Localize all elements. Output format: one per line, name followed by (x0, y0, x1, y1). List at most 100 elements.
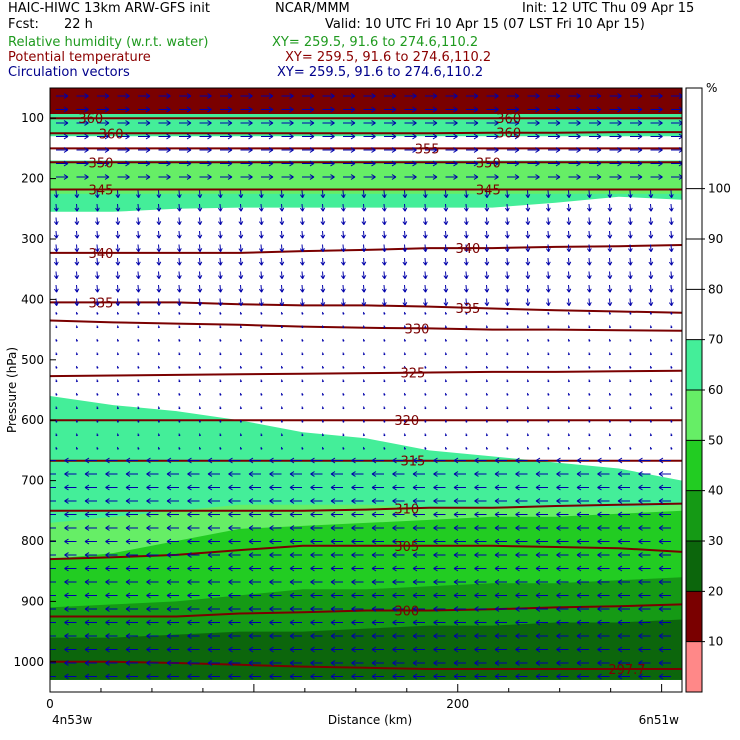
vector-head (340, 288, 346, 293)
vector-shaft (568, 230, 570, 239)
vector-head (342, 367, 345, 369)
vector-shaft (76, 298, 78, 306)
vector-head (412, 93, 417, 99)
vector-head (115, 288, 121, 293)
vector-head (145, 106, 151, 113)
vector-head (638, 579, 643, 585)
vector-head (217, 207, 223, 212)
x-axis-label: Distance (km) (328, 713, 412, 727)
vector-head (658, 174, 663, 180)
vector-shaft (158, 217, 160, 225)
vector-head (402, 248, 408, 252)
vector-shaft (117, 230, 119, 239)
vector-head (115, 194, 121, 198)
vector-shaft (301, 271, 304, 279)
vector-shaft (650, 203, 652, 212)
vector-head (453, 457, 459, 464)
vector-head (207, 120, 212, 126)
vector-head (309, 174, 315, 180)
vector-shaft (506, 190, 509, 198)
vector-head (627, 234, 633, 239)
vector-head (125, 619, 131, 626)
theta-contour-8 (50, 369, 682, 378)
vector-head (239, 340, 242, 342)
vector-head (506, 394, 509, 396)
vector-head (299, 248, 305, 252)
vector-shaft (178, 284, 181, 293)
vector-head (463, 288, 469, 293)
vector-head (105, 471, 110, 477)
vector-shaft (76, 203, 78, 212)
vector-head (556, 498, 561, 504)
vector-head (412, 484, 418, 491)
vector-shaft (260, 230, 263, 239)
vector-shaft (281, 271, 283, 279)
vector-head (597, 498, 602, 504)
vector-shaft (281, 244, 283, 252)
vector-head (494, 619, 500, 626)
vector-head (473, 160, 479, 167)
vector-head (371, 120, 376, 126)
vector-head (239, 380, 242, 383)
vector-head (392, 660, 397, 666)
theta-contour-label: 345 (476, 183, 501, 198)
vector-head (432, 147, 438, 153)
vector-shaft (322, 257, 324, 266)
vector-head (105, 498, 110, 504)
vector-head (556, 471, 561, 477)
vector-head (361, 302, 367, 306)
vector-head (115, 207, 121, 212)
vector-shaft (650, 244, 652, 252)
vector-head (361, 207, 367, 212)
vector-head (638, 660, 643, 666)
vector-head (443, 302, 449, 306)
vector-shaft (445, 284, 447, 293)
vector-head (289, 457, 295, 464)
vector-shaft (55, 190, 58, 198)
vector-head (64, 457, 69, 464)
vector-head (403, 353, 406, 356)
vector-head (424, 380, 427, 383)
vector-head (44, 539, 48, 544)
vector-shaft (301, 203, 304, 212)
vector-head (668, 248, 674, 252)
vector-head (362, 448, 365, 450)
vector-head (597, 457, 602, 464)
vector-head (484, 288, 490, 293)
vector-head (96, 313, 99, 315)
vector-head (53, 261, 59, 266)
vector-head (444, 407, 447, 410)
vector-head (228, 565, 233, 572)
vector-shaft (506, 217, 509, 225)
vector-head (586, 302, 592, 306)
vector-head (371, 579, 377, 585)
vector-shaft (55, 230, 58, 239)
vector-head (44, 566, 48, 571)
vector-shaft (55, 298, 58, 306)
vector-head (474, 646, 479, 653)
vector-head (351, 646, 356, 653)
vector-head (515, 673, 520, 680)
x-right-endpoint: 6n51w (639, 713, 680, 727)
vector-head (658, 606, 664, 612)
vector-shaft (117, 203, 119, 212)
vector-head (75, 434, 78, 437)
vector-head (44, 647, 48, 652)
vector-head (566, 207, 572, 212)
vector-shaft (547, 190, 550, 198)
vector-head (248, 106, 253, 113)
vector-head (627, 248, 633, 252)
vector-head (678, 147, 682, 153)
vector-head (53, 234, 59, 239)
vector-head (576, 93, 581, 99)
vector-shaft (486, 230, 488, 239)
vector-head (268, 120, 274, 126)
vector-head (453, 106, 458, 113)
vector-head (217, 302, 223, 306)
vector-head (227, 120, 233, 126)
vector-head (433, 511, 438, 518)
vector-head (412, 147, 417, 153)
colorbar-label: 80 (708, 282, 723, 296)
vector-head (371, 552, 377, 558)
vector-head (637, 133, 643, 140)
